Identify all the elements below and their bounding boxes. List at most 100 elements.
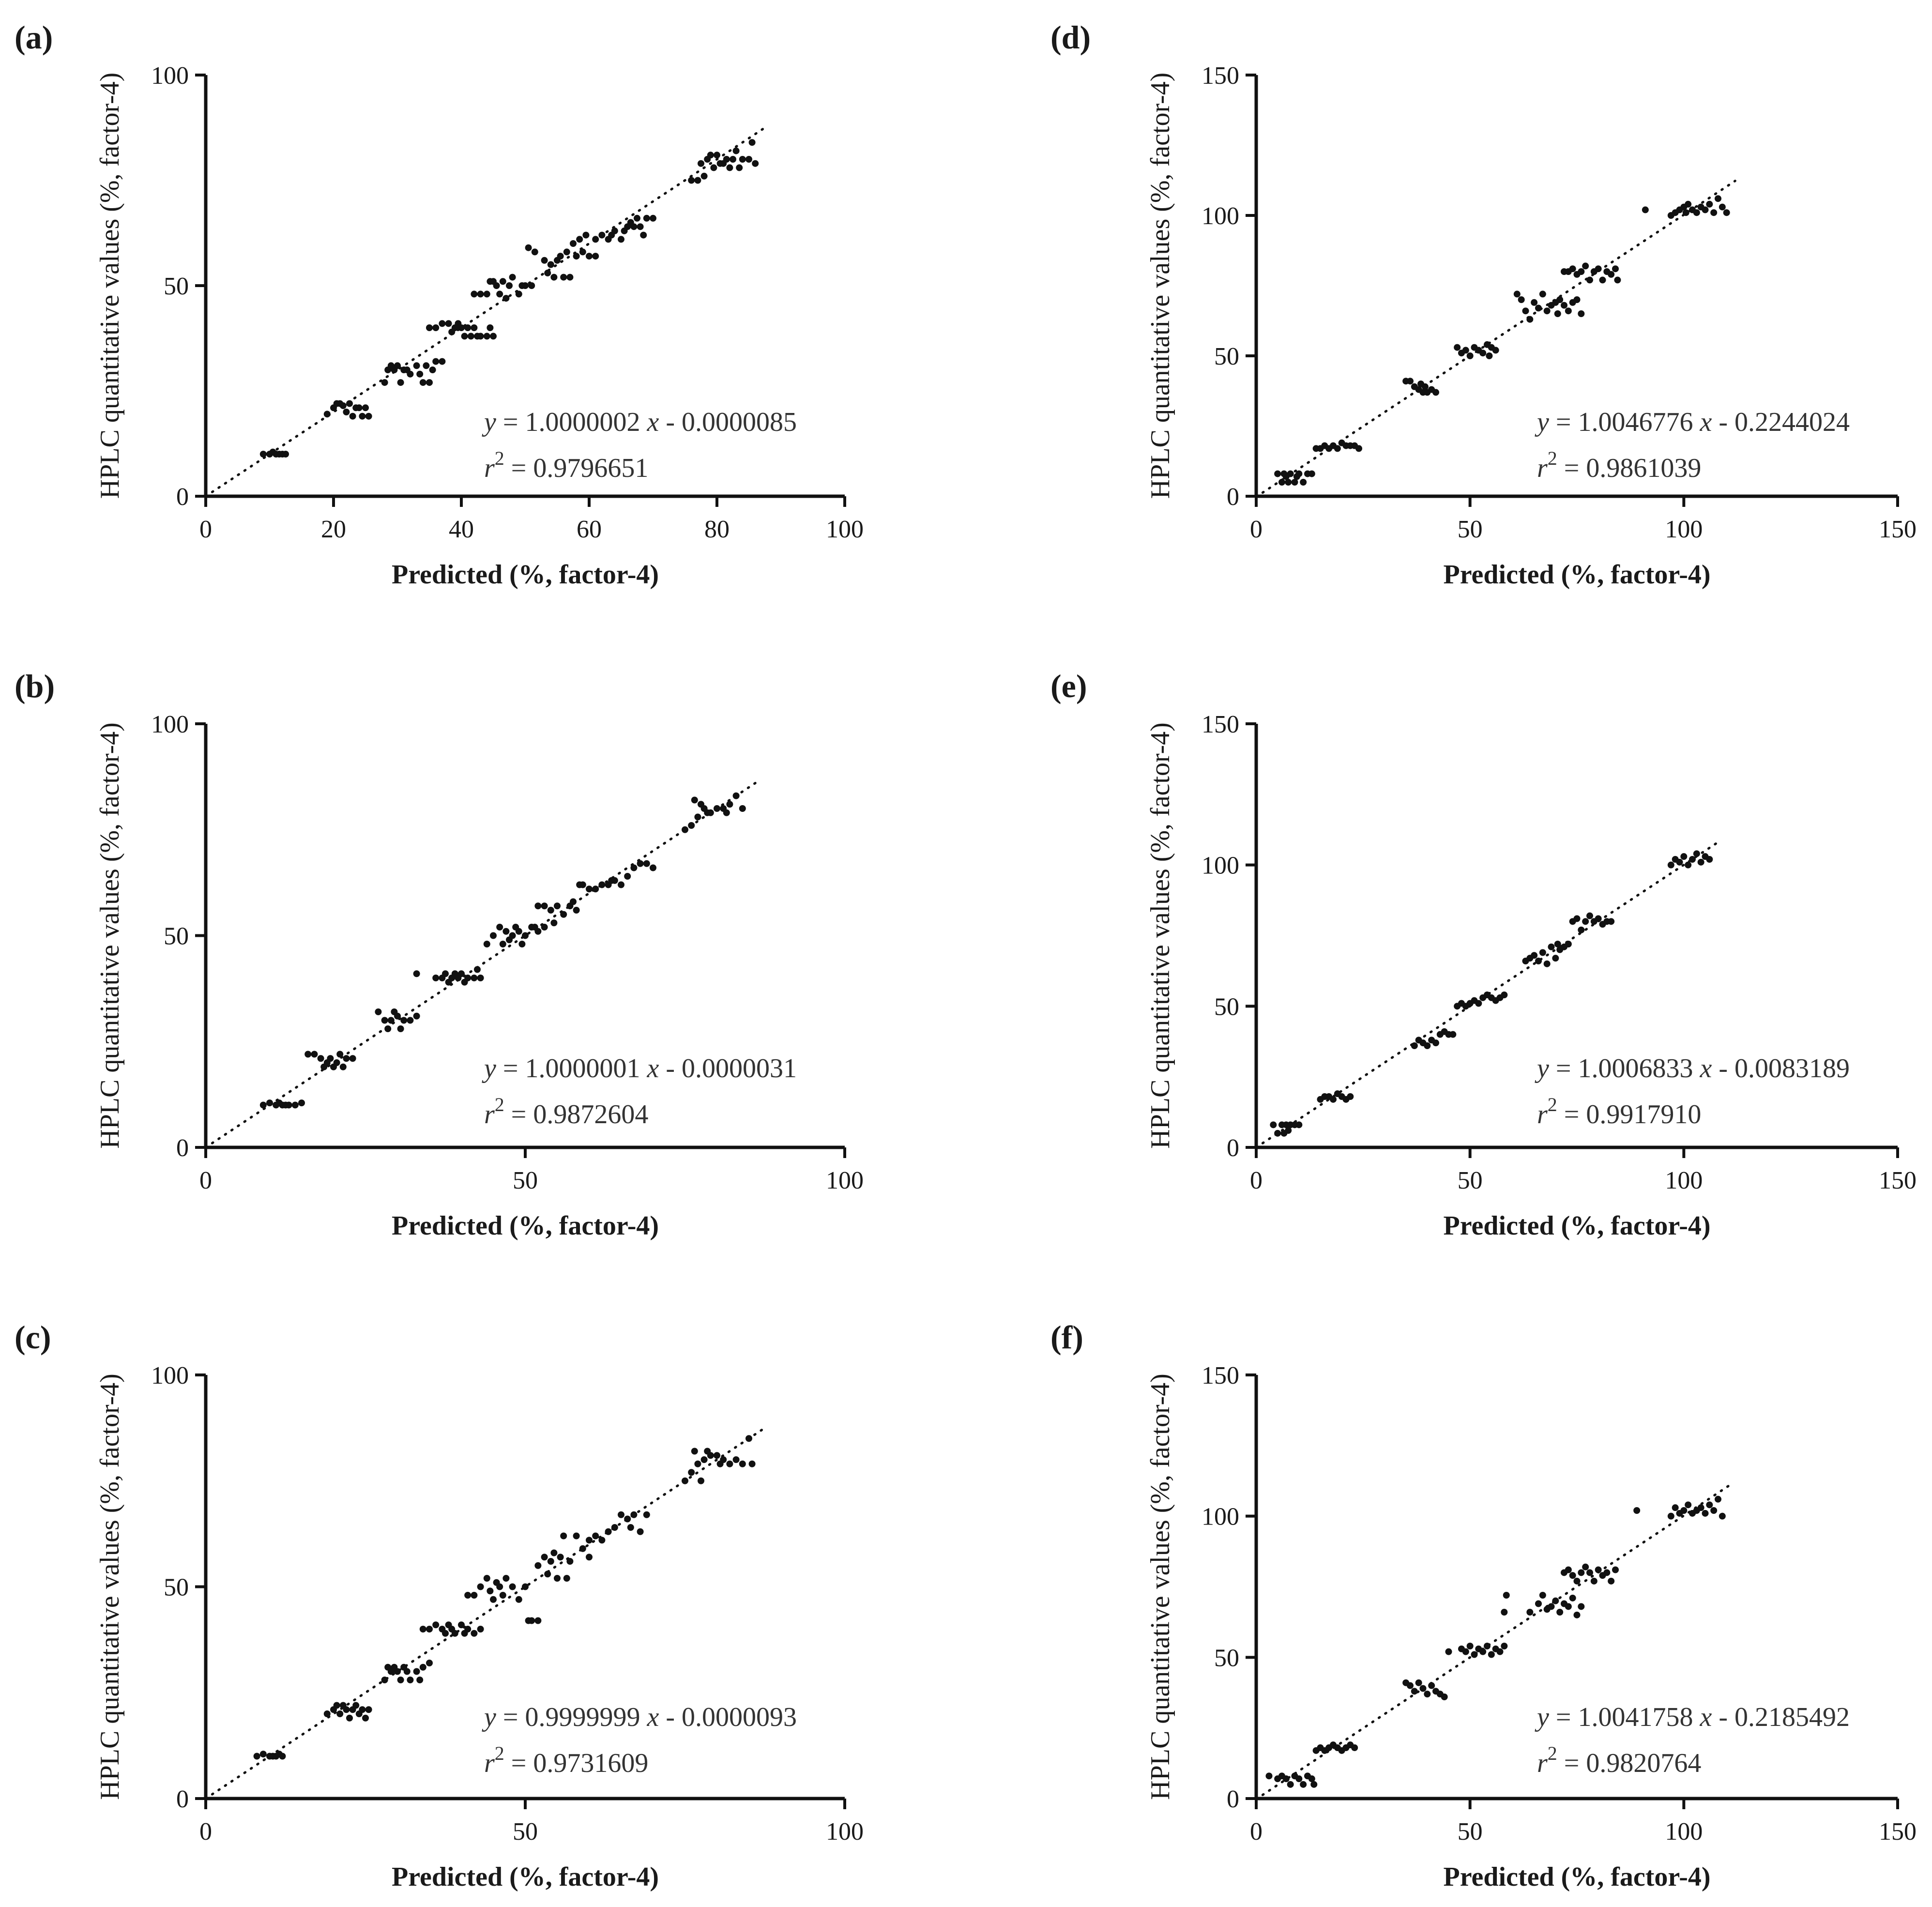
data-point xyxy=(451,1630,458,1637)
data-point xyxy=(547,1558,554,1565)
y-tick-label: 100 xyxy=(151,62,189,90)
r-squared-value: = 0.9796651 xyxy=(504,453,649,483)
r-squared-value: = 0.9731609 xyxy=(504,1748,649,1778)
data-point xyxy=(579,1545,586,1552)
eq-x-var: x xyxy=(646,1702,659,1732)
data-point xyxy=(432,358,440,365)
data-point xyxy=(531,248,538,256)
data-point xyxy=(1693,209,1700,216)
data-point xyxy=(732,1456,740,1463)
panel-label: (e) xyxy=(1050,668,1087,704)
data-point xyxy=(1548,943,1555,950)
data-point xyxy=(1642,206,1649,214)
y-tick-label: 50 xyxy=(1214,1644,1239,1672)
data-point xyxy=(643,1511,650,1518)
data-point xyxy=(730,156,736,163)
data-point xyxy=(499,1592,506,1599)
regression-equation: y = 1.0046776 x - 0.2244024 xyxy=(1535,407,1850,437)
data-point xyxy=(496,924,503,931)
r-squared-value: = 0.9820764 xyxy=(1557,1748,1702,1778)
data-point xyxy=(1586,276,1593,284)
data-point xyxy=(688,822,695,829)
data-point xyxy=(710,164,717,171)
data-point xyxy=(493,282,500,289)
data-point xyxy=(637,223,644,230)
x-tick-label: 50 xyxy=(1458,1167,1483,1194)
chart-panel: (a) 0 20 40 60 80 100 0 50 100 Predicted (%, facto… xyxy=(15,19,864,590)
data-point xyxy=(550,1549,558,1556)
data-point xyxy=(381,1677,388,1683)
data-point xyxy=(1706,200,1713,208)
x-tick-label: 0 xyxy=(199,1167,212,1194)
chart-panel: (c) 0 50 100 0 50 100 Predicted (%, factor-4) HP… xyxy=(15,1319,864,1892)
eq-y-var: y xyxy=(482,407,496,437)
data-point xyxy=(1466,1643,1474,1649)
eq-y-var: y xyxy=(1535,1053,1549,1083)
r-var: r xyxy=(484,1748,495,1778)
data-point xyxy=(582,231,590,239)
data-point xyxy=(339,1063,347,1070)
data-point xyxy=(1667,861,1674,869)
panel-label: (c) xyxy=(15,1319,51,1356)
data-point xyxy=(541,257,548,264)
data-point xyxy=(707,809,714,816)
y-tick-label: 50 xyxy=(164,273,189,300)
data-point xyxy=(317,1055,324,1062)
data-point xyxy=(1608,271,1615,278)
x-tick-label: 150 xyxy=(1879,1818,1917,1846)
data-point xyxy=(745,156,752,163)
data-point xyxy=(643,214,650,222)
panel-label: (d) xyxy=(1050,19,1091,56)
data-point xyxy=(483,1575,490,1582)
data-point xyxy=(1295,1121,1303,1129)
data-point xyxy=(592,1532,599,1540)
eq-y-var: y xyxy=(1535,407,1549,437)
data-point xyxy=(566,1558,574,1565)
data-point xyxy=(266,1099,273,1107)
x-tick-label: 0 xyxy=(1250,516,1263,543)
data-point xyxy=(592,236,599,243)
data-point xyxy=(688,177,695,184)
data-point xyxy=(483,333,490,340)
data-point xyxy=(534,1617,542,1624)
r-superscript: 2 xyxy=(495,1742,504,1764)
data-point xyxy=(253,1753,260,1760)
data-point xyxy=(1548,1603,1555,1610)
data-point xyxy=(1285,479,1292,486)
data-point xyxy=(259,1751,267,1758)
data-point xyxy=(698,1477,704,1484)
regression-equation: y = 1.0041758 x - 0.2185492 xyxy=(1535,1702,1850,1732)
eq-intercept: - 0.2185492 xyxy=(1712,1702,1850,1732)
y-tick-label: 100 xyxy=(151,1362,189,1389)
data-point xyxy=(387,1017,395,1024)
y-tick-label: 0 xyxy=(176,1134,189,1162)
data-point xyxy=(592,885,599,893)
data-point xyxy=(304,1051,312,1058)
x-tick-label: 100 xyxy=(1665,1818,1703,1846)
data-point xyxy=(1513,290,1521,298)
data-point xyxy=(1462,347,1469,354)
data-point xyxy=(509,274,516,281)
data-point xyxy=(477,1583,484,1590)
data-point xyxy=(1614,276,1621,284)
data-point xyxy=(650,214,656,222)
data-point xyxy=(1565,307,1572,315)
data-point xyxy=(1578,310,1585,317)
eq-intercept: - 0.0000093 xyxy=(659,1702,797,1732)
data-point xyxy=(541,1554,548,1561)
x-tick-label: 80 xyxy=(704,516,730,543)
data-point xyxy=(1710,1507,1718,1514)
data-point xyxy=(560,274,567,281)
data-point xyxy=(1535,1600,1542,1607)
data-point xyxy=(528,282,535,289)
data-point xyxy=(419,1663,426,1671)
r-squared-value: = 0.9861039 xyxy=(1557,453,1702,483)
data-point xyxy=(336,1051,344,1058)
eq-y-var: y xyxy=(482,1053,496,1083)
data-point xyxy=(1715,1495,1721,1503)
data-point xyxy=(1295,470,1303,477)
data-point xyxy=(694,1460,701,1467)
data-point xyxy=(634,214,640,222)
data-point xyxy=(723,809,730,816)
data-point xyxy=(544,1571,551,1578)
